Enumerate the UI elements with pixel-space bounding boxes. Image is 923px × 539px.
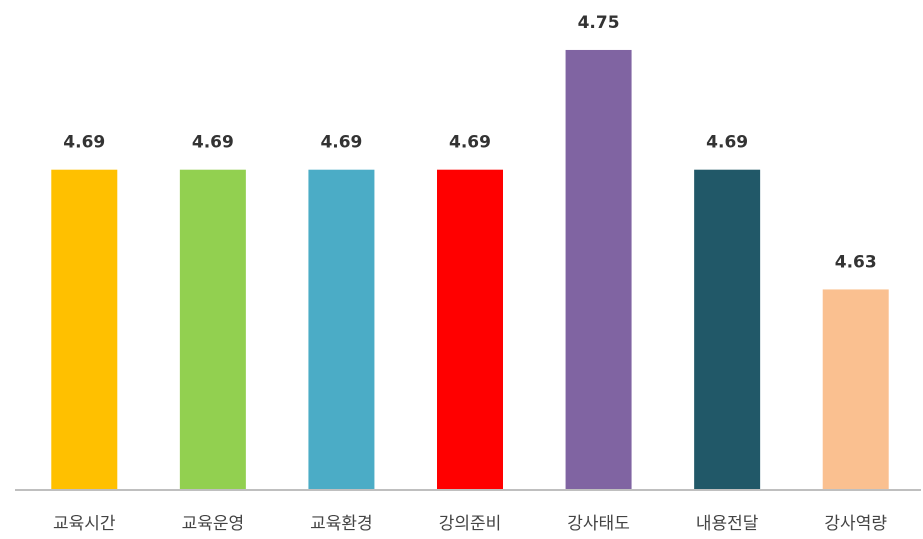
category-label-6: 내용전달: [696, 514, 759, 534]
category-label-2: 교육운영: [182, 514, 245, 534]
bar-3: [308, 170, 374, 489]
category-label-1: 교육시간: [53, 514, 116, 534]
bars-group: [51, 50, 888, 489]
bar-1: [51, 170, 117, 489]
value-label-7: 4.63: [835, 252, 877, 272]
value-label-3: 4.69: [320, 133, 362, 153]
value-label-1: 4.69: [63, 133, 105, 153]
value-label-2: 4.69: [192, 133, 234, 153]
value-label-6: 4.69: [706, 133, 748, 153]
bar-6: [694, 170, 760, 489]
category-labels-group: 교육시간 교육운영 교육환경 강의준비 강사태도 내용전달 강사역량: [53, 514, 887, 534]
category-label-4: 강의준비: [439, 514, 502, 534]
bar-7: [823, 289, 889, 489]
bar-2: [180, 170, 246, 489]
value-label-5: 4.75: [578, 13, 620, 33]
category-label-7: 강사역량: [824, 514, 887, 534]
category-label-5: 강사태도: [567, 514, 630, 534]
category-label-3: 교육환경: [310, 514, 373, 534]
bar-4: [437, 170, 503, 489]
value-label-4: 4.69: [449, 133, 491, 153]
bar-5: [566, 50, 632, 489]
